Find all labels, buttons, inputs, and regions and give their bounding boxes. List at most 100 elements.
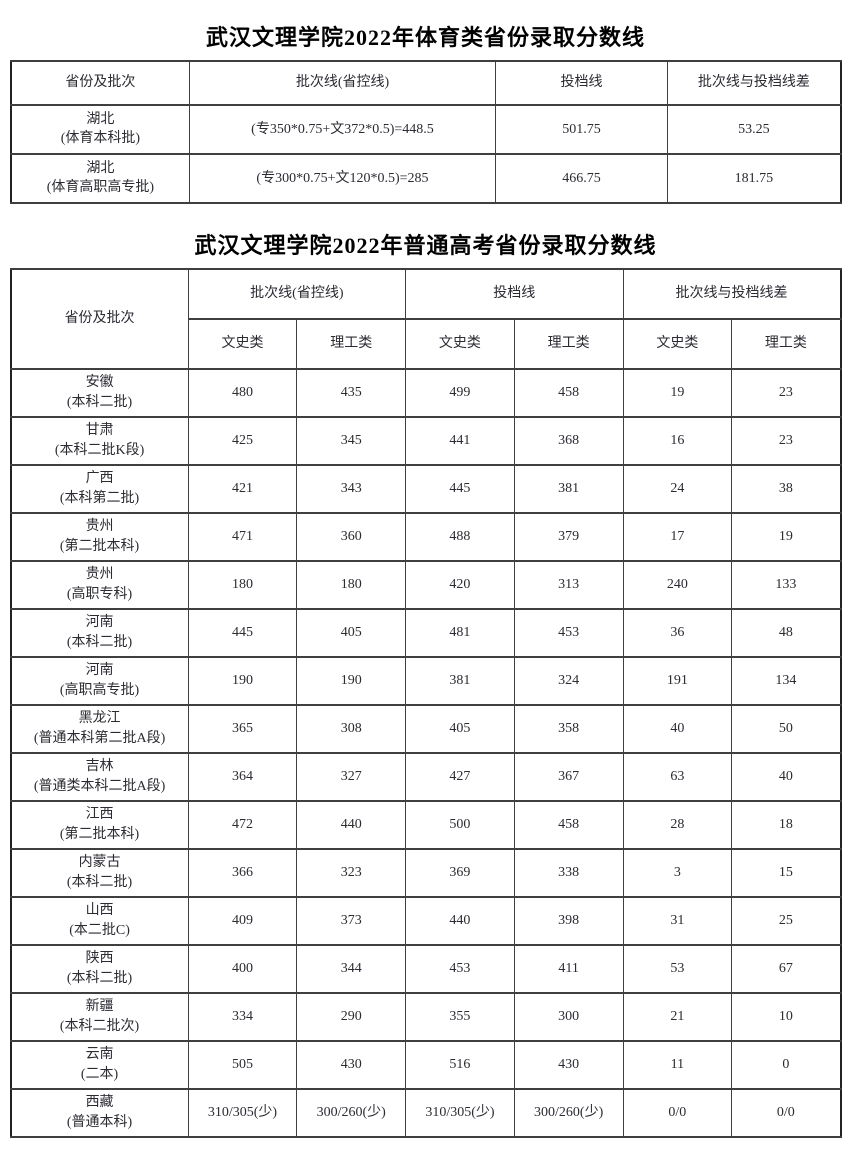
province-name: 江西	[85, 807, 114, 823]
province-batch: (本科二批次)	[59, 1018, 140, 1034]
value-cell: 381	[513, 463, 624, 514]
province-batch: (普通本科第二批A段)	[33, 730, 166, 746]
value-cell: 420	[405, 559, 515, 610]
general-table-title: 武汉文理学院2022年普通高考省份录取分数线	[194, 232, 657, 258]
value-cell: 190	[296, 655, 407, 706]
province-batch: (体育本科批)	[60, 131, 141, 147]
value-cell: 18	[731, 799, 841, 850]
province-cell: 湖北 (体育高职高专批)	[9, 152, 191, 204]
value-cell: 313	[513, 559, 624, 610]
province-batch: (本科二批)	[66, 634, 133, 650]
value-cell: 373	[296, 895, 407, 946]
province-batch: (二本)	[80, 1066, 119, 1082]
difference-cell: 53.25	[667, 103, 841, 155]
value-cell: 379	[513, 511, 624, 562]
province-name: 贵州	[85, 519, 114, 535]
value-cell: 364	[187, 751, 298, 802]
sub-header-liberal-arts: 文史类	[405, 317, 515, 370]
province-name: 湖北	[86, 160, 115, 176]
province-cell: 甘肃 (本科二批K段)	[10, 415, 189, 466]
value-cell: 453	[405, 943, 515, 994]
table-row: 吉林 (普通类本科二批A段) 364 327 427 367 63 40	[10, 751, 841, 802]
province-cell: 山西 (本二批C)	[10, 895, 189, 946]
value-cell: 36	[622, 607, 733, 658]
value-cell: 369	[405, 847, 515, 898]
province-cell: 河南 (高职高专批)	[10, 655, 189, 706]
value-cell: 191	[622, 655, 733, 706]
value-cell: 400	[187, 943, 298, 994]
col-header-control-line: 批次线(省控线)	[189, 59, 496, 106]
province-cell: 西藏 (普通本科)	[10, 1087, 189, 1138]
province-cell: 湖北 (体育本科批)	[9, 103, 191, 155]
province-cell: 陕西 (本科二批)	[10, 943, 189, 994]
value-cell: 381	[405, 655, 515, 706]
value-cell: 327	[296, 751, 407, 802]
value-cell: 323	[296, 847, 407, 898]
value-cell: 190	[187, 655, 298, 706]
value-cell: 28	[622, 799, 733, 850]
value-cell: 133	[731, 559, 841, 610]
value-cell: 324	[513, 655, 624, 706]
table-row: 西藏 (普通本科) 310/305(少) 300/260(少) 310/305(…	[10, 1087, 841, 1138]
value-cell: 458	[513, 367, 624, 418]
value-cell: 300/260(少)	[513, 1087, 624, 1138]
value-cell: 405	[405, 703, 515, 754]
table-row: 贵州 (第二批本科) 471 360 488 379 17 19	[10, 511, 841, 562]
province-name: 河南	[85, 663, 114, 679]
value-cell: 10	[731, 991, 841, 1042]
province-name: 安徽	[85, 375, 114, 391]
control-line-cell: (专300*0.75+文120*0.5)=285	[189, 152, 496, 204]
value-cell: 290	[296, 991, 407, 1042]
general-header-row-groups: 省份及批次 批次线(省控线) 投档线 批次线与投档线差	[10, 267, 841, 370]
province-name: 湖北	[86, 111, 115, 127]
table-row: 陕西 (本科二批) 400 344 453 411 53 67	[10, 943, 841, 994]
value-cell: 345	[296, 415, 407, 466]
province-batch: (本二批C)	[69, 922, 130, 938]
province-cell: 贵州 (高职专科)	[10, 559, 189, 610]
control-line-cell: (专350*0.75+文372*0.5)=448.5	[189, 103, 496, 155]
value-cell: 368	[513, 415, 624, 466]
province-cell: 新疆 (本科二批次)	[10, 991, 189, 1042]
value-cell: 480	[187, 367, 298, 418]
value-cell: 365	[187, 703, 298, 754]
sub-header-liberal-arts: 文史类	[187, 317, 298, 370]
table-row: 广西 (本科第二批) 421 343 445 381 24 38	[10, 463, 841, 514]
value-cell: 0/0	[731, 1087, 841, 1138]
table-row: 新疆 (本科二批次) 334 290 355 300 21 10	[10, 991, 841, 1042]
province-cell: 安徽 (本科二批)	[10, 367, 189, 418]
table-row: 内蒙古 (本科二批) 366 323 369 338 3 15	[10, 847, 841, 898]
sub-header-science: 理工类	[296, 317, 407, 370]
province-cell: 江西 (第二批本科)	[10, 799, 189, 850]
value-cell: 11	[622, 1039, 733, 1090]
value-cell: 23	[731, 415, 841, 466]
value-cell: 458	[513, 799, 624, 850]
sub-header-liberal-arts: 文史类	[622, 317, 733, 370]
value-cell: 430	[513, 1039, 624, 1090]
province-name: 贵州	[85, 567, 114, 583]
value-cell: 472	[187, 799, 298, 850]
value-cell: 15	[731, 847, 841, 898]
province-batch: (高职高专批)	[59, 682, 140, 698]
value-cell: 338	[513, 847, 624, 898]
table-row: 山西 (本二批C) 409 373 440 398 31 25	[10, 895, 841, 946]
province-name: 广西	[85, 471, 114, 487]
province-name: 甘肃	[85, 423, 114, 439]
general-header-row-subjects: 文史类 理工类 文史类 理工类 文史类 理工类	[11, 317, 841, 370]
table-row: 河南 (高职高专批) 190 190 381 324 191 134	[10, 655, 841, 706]
province-batch: (本科二批K段)	[54, 442, 145, 458]
province-name: 黑龙江	[78, 711, 121, 727]
table-row: 贵州 (高职专科) 180 180 420 313 240 133	[10, 559, 841, 610]
province-name: 内蒙古	[78, 855, 121, 871]
value-cell: 360	[296, 511, 407, 562]
value-cell: 0/0	[622, 1087, 733, 1138]
value-cell: 355	[405, 991, 515, 1042]
value-cell: 300	[513, 991, 624, 1042]
value-cell: 19	[622, 367, 733, 418]
province-batch: (高职专科)	[66, 586, 133, 602]
table-row: 甘肃 (本科二批K段) 425 345 441 368 16 23	[10, 415, 841, 466]
value-cell: 53	[622, 943, 733, 994]
value-cell: 40	[622, 703, 733, 754]
col-header-difference: 批次线与投档线差	[667, 59, 841, 106]
table-row: 湖北 (体育本科批) (专350*0.75+文372*0.5)=448.5 50…	[9, 103, 841, 155]
value-cell: 358	[513, 703, 624, 754]
